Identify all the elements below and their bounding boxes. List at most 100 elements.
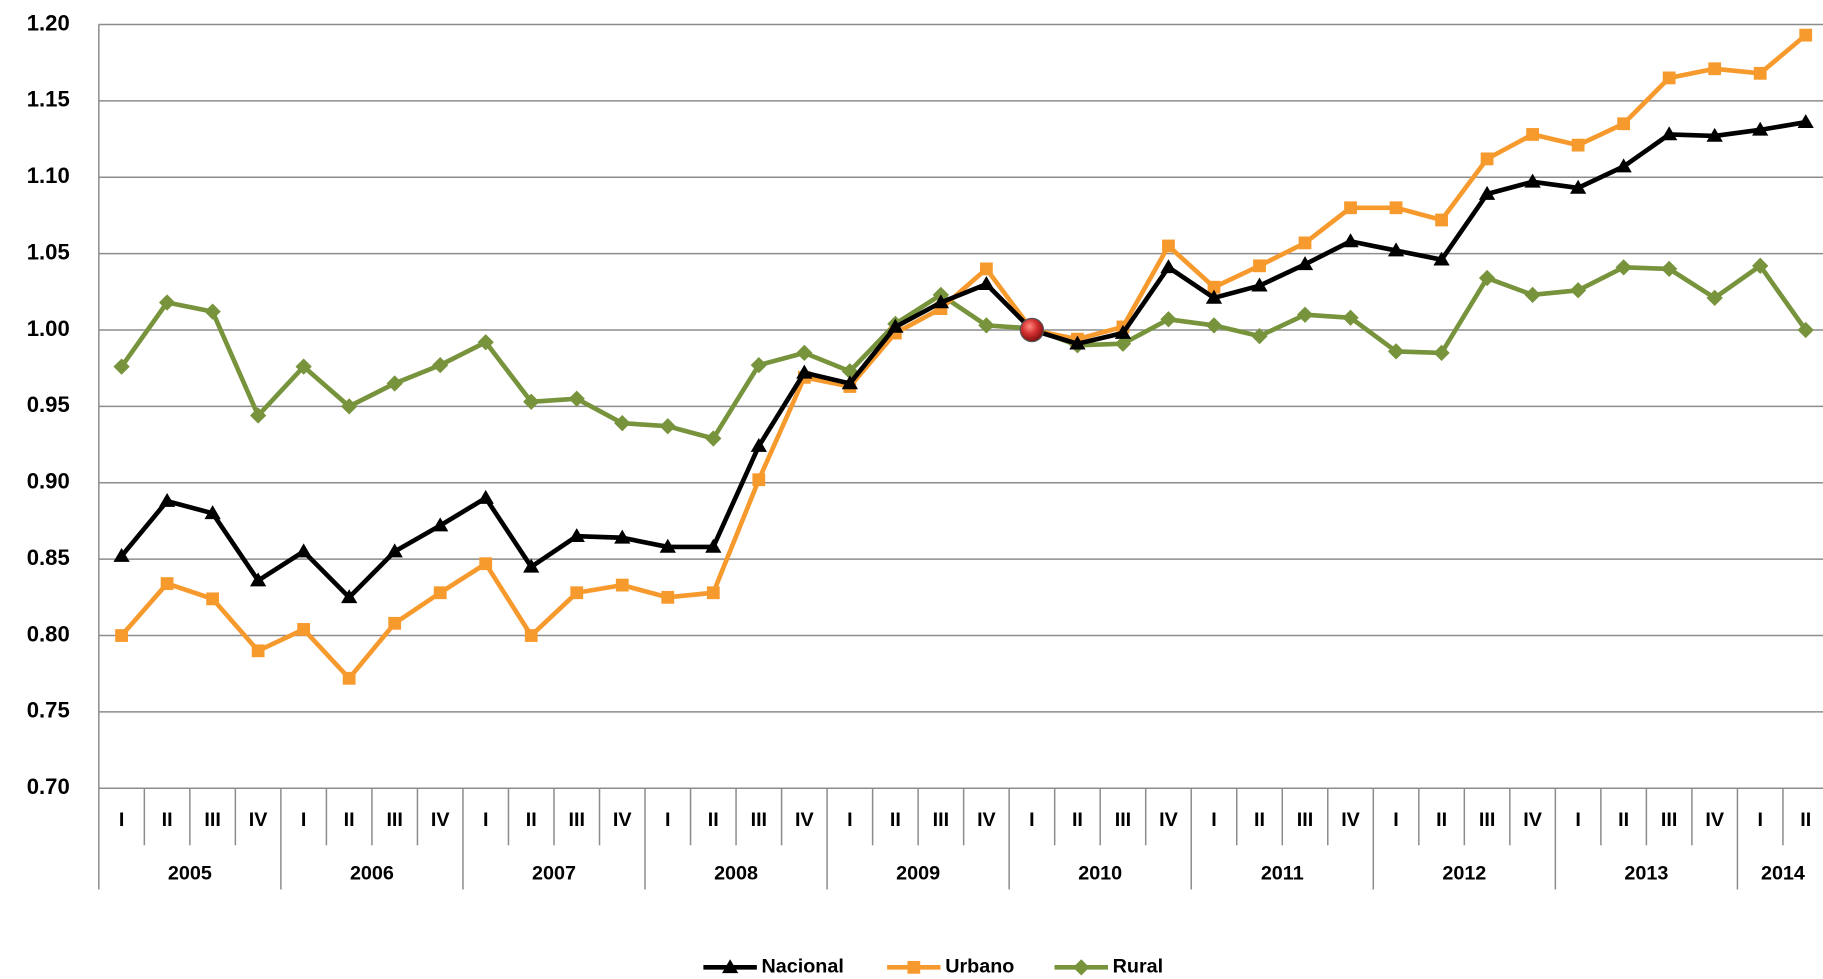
x-tick-label: II [1618, 809, 1629, 831]
marker [1753, 66, 1767, 80]
marker [204, 505, 221, 520]
marker [1662, 71, 1676, 85]
x-group-label: 2006 [350, 863, 394, 885]
marker [249, 572, 267, 587]
x-group-label: 2005 [168, 863, 212, 885]
x-group-label: 2007 [532, 863, 576, 885]
x-tick-label: III [1661, 809, 1677, 831]
x-tick-label: II [890, 809, 901, 831]
marker [432, 356, 449, 374]
x-tick-label: I [119, 809, 125, 831]
y-tick-label: 1.20 [27, 10, 70, 35]
x-tick-label: IV [977, 809, 996, 831]
grid [98, 23, 1823, 790]
marker [1069, 335, 1086, 350]
y-tick-label: 1.15 [27, 87, 70, 112]
x-group-label: 2011 [1261, 863, 1304, 885]
marker [1389, 201, 1403, 215]
x-tick-label: II [344, 809, 355, 831]
y-tick-label: 1.10 [27, 163, 70, 188]
marker [750, 437, 767, 452]
marker [907, 960, 921, 974]
x-tick-label: IV [249, 809, 268, 831]
marker [1387, 343, 1405, 360]
marker [659, 418, 676, 435]
x-tick-label: II [1800, 809, 1811, 831]
marker [1706, 127, 1723, 142]
x-tick-label: I [847, 809, 853, 831]
marker [158, 492, 176, 507]
marker [706, 586, 720, 600]
y-tick-label: 1.00 [27, 316, 70, 341]
y-tick-label: 0.85 [27, 545, 70, 570]
marker [386, 375, 403, 392]
series-line [119, 33, 1808, 681]
x-group-label: 2012 [1442, 863, 1486, 885]
marker [1207, 280, 1221, 294]
x-tick-label: II [526, 809, 537, 831]
marker [1114, 324, 1132, 339]
marker [1387, 242, 1405, 257]
x-group-label: 2010 [1078, 863, 1122, 885]
marker [1478, 269, 1496, 287]
plot [113, 28, 1814, 685]
legend-label: Rural [1113, 956, 1163, 978]
marker [1569, 282, 1587, 299]
marker [1162, 239, 1175, 253]
marker [750, 356, 767, 374]
marker [705, 538, 722, 553]
x-tick-label: II [1254, 809, 1265, 831]
x-tick-label: I [1757, 809, 1763, 831]
marker [1478, 185, 1496, 200]
x-tick-label: IV [1341, 809, 1360, 831]
marker [249, 407, 267, 424]
marker [251, 644, 265, 658]
marker [204, 303, 221, 320]
marker [887, 318, 904, 333]
marker [1251, 277, 1268, 292]
marker [1114, 335, 1132, 352]
x-tick-label: I [301, 809, 307, 831]
x-tick-label: I [1029, 809, 1034, 831]
marker [796, 344, 813, 362]
marker [295, 543, 312, 558]
legend: Nacional Urbano Rural [703, 956, 1163, 978]
series-line [119, 263, 1808, 441]
marker [1073, 959, 1090, 976]
marker [1433, 251, 1450, 266]
marker [1615, 158, 1632, 173]
marker [1344, 201, 1357, 215]
x-tick-label: III [1479, 809, 1495, 831]
x-group-label: 2013 [1624, 863, 1668, 885]
marker [386, 543, 403, 558]
x-tick-label: I [1393, 809, 1399, 831]
marker [1342, 233, 1359, 248]
x-tick-label: I [1211, 809, 1217, 831]
marker [1661, 260, 1678, 278]
marker [932, 294, 950, 309]
x-tick-label: III [204, 809, 220, 831]
x-tick-label: III [751, 809, 767, 831]
marker [570, 586, 584, 600]
y-tick-label: 0.95 [27, 392, 70, 417]
base-point [1019, 317, 1045, 343]
marker [1524, 173, 1541, 188]
marker [1797, 114, 1814, 129]
marker [206, 592, 220, 606]
marker [1160, 311, 1177, 328]
marker [1615, 259, 1632, 276]
x-tick-label: II [708, 809, 719, 831]
y-tick-label: 0.80 [27, 621, 70, 646]
marker [1526, 128, 1539, 141]
x-tick-label: I [665, 809, 671, 831]
x-group-label: 2009 [896, 863, 940, 885]
marker [523, 558, 540, 573]
x-tick-label: IV [613, 809, 632, 831]
marker [1480, 152, 1494, 166]
marker [1569, 179, 1587, 194]
marker [980, 262, 993, 276]
marker [568, 528, 585, 543]
marker [841, 375, 858, 390]
series-line [119, 119, 1807, 600]
